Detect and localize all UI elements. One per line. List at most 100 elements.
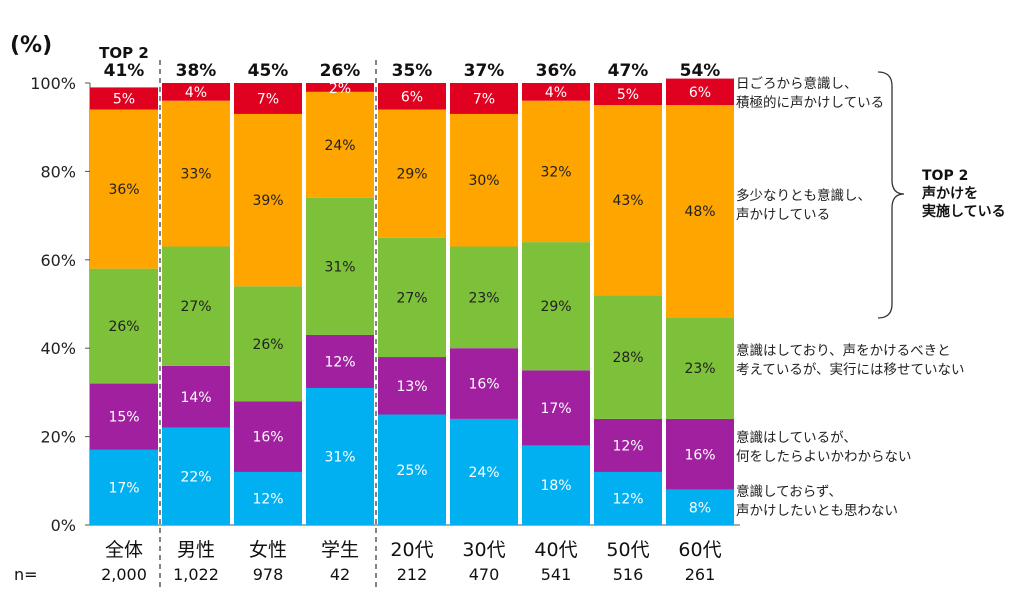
y-tick-label: 100%	[30, 74, 76, 93]
category-label: 20代	[390, 539, 433, 561]
segment-label: 24%	[324, 138, 355, 154]
segment-label: 31%	[324, 259, 355, 275]
category-label: 女性	[249, 539, 287, 561]
bar-segment	[90, 383, 158, 450]
bar-segment	[450, 418, 518, 525]
segment-label: 7%	[257, 91, 279, 107]
top2-label: 54%	[680, 61, 721, 81]
bar-segment	[90, 109, 158, 269]
bar-segment	[594, 471, 662, 525]
bar-segment	[378, 83, 446, 110]
segment-label: 43%	[612, 193, 643, 209]
n-value: 541	[541, 565, 572, 584]
legend-item: 声かけしたいとも思わない	[736, 503, 898, 519]
top2-label: 37%	[464, 61, 505, 81]
bar-segment	[234, 286, 302, 402]
segment-label: 48%	[684, 204, 715, 220]
category-label: 30代	[462, 539, 505, 561]
bar-segment	[666, 78, 734, 106]
bar-8: 8% 16% 23% 48% 6% 54%	[666, 61, 734, 525]
bar-2: 12% 16% 26% 39% 7% 45%	[234, 61, 302, 525]
bar-segment	[162, 365, 230, 428]
segment-label: 29%	[396, 167, 427, 183]
legend-item: 何をしたらよいかわからない	[736, 449, 912, 465]
segment-label: 27%	[180, 299, 211, 315]
segment-label: 32%	[540, 164, 571, 180]
bar-segment	[522, 242, 590, 371]
n-value: 2,000	[101, 565, 147, 584]
unit-label: (%)	[10, 33, 52, 58]
segment-label: 4%	[185, 85, 207, 101]
bar-segment	[666, 418, 734, 490]
bar-segment	[162, 427, 230, 525]
bracket-label: 声かけを	[921, 185, 978, 202]
bar-segment	[234, 401, 302, 472]
segment-label: 26%	[252, 337, 283, 353]
bar-segment	[306, 387, 374, 525]
top2-header: TOP 2	[99, 44, 149, 62]
y-tick-label: 80%	[40, 162, 76, 181]
category-label: 60代	[678, 539, 721, 561]
bar-1: 22% 14% 27% 33% 4% 38%	[162, 61, 230, 525]
top2-label: 41%	[104, 61, 145, 81]
bar-segment	[162, 246, 230, 366]
bracket-label: 実施している	[922, 203, 1006, 220]
bar-segment	[378, 109, 446, 238]
bar-segment	[162, 100, 230, 247]
top2-label: 36%	[536, 61, 577, 81]
segment-label: 16%	[684, 447, 715, 463]
segment-label: 5%	[617, 87, 639, 103]
category-label: 男性	[177, 539, 215, 561]
category-label: 全体	[105, 539, 143, 561]
category-label: 50代	[606, 539, 649, 561]
segment-label: 33%	[180, 167, 211, 183]
category-label: 学生	[321, 539, 359, 561]
y-tick-label: 60%	[40, 251, 76, 270]
bar-segment	[234, 113, 302, 287]
segment-label: 13%	[396, 379, 427, 395]
top2-label: 45%	[248, 61, 289, 81]
n-value: 516	[613, 565, 644, 584]
top2-label: 35%	[392, 61, 433, 81]
legend: 意識しておらず、声かけしたいとも思わない意識はしているが、何をしたらよいかわから…	[736, 75, 965, 519]
bar-segment	[234, 83, 302, 114]
bar-segment	[450, 113, 518, 247]
top2-label: 47%	[608, 61, 649, 81]
segment-label: 16%	[468, 377, 499, 393]
legend-item: 意識はしており、声をかけるべきと	[736, 342, 951, 359]
segment-label: 39%	[252, 193, 283, 209]
bar-segment	[306, 83, 374, 92]
segment-label: 26%	[108, 319, 139, 335]
bar-6: 18% 17% 29% 32% 4% 36%	[522, 61, 590, 525]
bar-5: 24% 16% 23% 30% 7% 37%	[450, 61, 518, 525]
bar-segment	[522, 370, 590, 446]
segment-label: 24%	[468, 465, 499, 481]
segment-label: 12%	[324, 354, 355, 370]
category-label: 40代	[534, 539, 577, 561]
bar-segment	[234, 471, 302, 525]
segment-label: 18%	[540, 478, 571, 494]
segment-label: 36%	[108, 182, 139, 198]
bar-segment	[594, 83, 662, 106]
bar-segment	[522, 83, 590, 101]
bar-segment	[666, 105, 734, 318]
segment-label: 6%	[401, 89, 423, 105]
segment-label: 29%	[540, 299, 571, 315]
bar-4: 25% 13% 27% 29% 6% 35%	[378, 61, 446, 525]
n-value: 212	[397, 565, 428, 584]
bar-segment	[522, 100, 590, 243]
bar-segment	[666, 317, 734, 419]
bar-segment	[594, 295, 662, 419]
y-tick-label: 40%	[40, 339, 76, 358]
bar-segment	[90, 268, 158, 384]
n-value: 470	[469, 565, 500, 584]
legend-item: 考えているが、実行には移せていない	[736, 362, 965, 378]
n-label: n=	[14, 565, 38, 584]
segment-label: 17%	[108, 480, 139, 496]
segment-label: 30%	[468, 173, 499, 189]
segment-label: 6%	[689, 85, 711, 101]
segment-label: 16%	[252, 430, 283, 446]
legend-item: 積極的に声かけしている	[736, 95, 884, 111]
bar-segment	[90, 449, 158, 525]
